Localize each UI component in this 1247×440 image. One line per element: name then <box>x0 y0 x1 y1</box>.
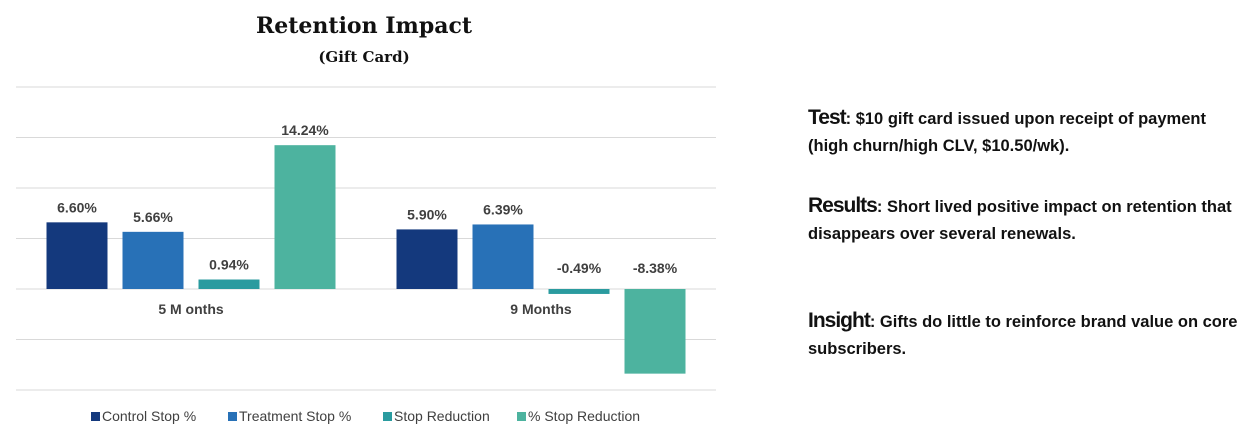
legend: Control Stop % Treatment Stop % Stop Reduc… <box>91 408 640 424</box>
note-insight-body: Gifts do little to reinforce brand value… <box>808 313 1238 358</box>
bar <box>122 231 184 289</box>
data-labels: 6.60% 5.66% 0.94% 14.24% 5.90% 6.39% -0.49% -8.… <box>57 122 678 276</box>
data-label: -0.49% <box>557 260 602 276</box>
chart-subtitle: (Gift Card) <box>318 48 409 66</box>
note-results-body: Short lived positive impact on retention… <box>808 198 1232 243</box>
bar <box>46 222 108 289</box>
legend-label: Control Stop % <box>102 408 196 424</box>
note-insight-heading: Insight <box>808 309 871 332</box>
note-test-body: $10 gift card issued upon receipt of pay… <box>808 110 1206 155</box>
note-insight-colon: : <box>869 313 876 331</box>
bars <box>46 145 686 374</box>
data-label: 5.90% <box>407 206 447 222</box>
bar <box>198 279 260 289</box>
bar <box>396 229 458 289</box>
data-label: -8.38% <box>633 260 678 276</box>
bar <box>548 289 610 294</box>
bar <box>274 145 336 289</box>
data-label: 6.60% <box>57 199 97 215</box>
legend-label: Stop Reduction <box>394 408 490 424</box>
category-label: 5 M onths <box>158 301 224 317</box>
note-results-colon: : <box>876 198 883 216</box>
legend-label: Treatment Stop % <box>239 408 351 424</box>
note-test-heading: Test <box>808 106 847 129</box>
legend-swatch <box>383 412 392 421</box>
data-label: 0.94% <box>209 257 249 273</box>
note-results: Results: Short lived positive impact on … <box>808 192 1238 248</box>
legend-label: % Stop Reduction <box>528 408 640 424</box>
chart: Retention Impact (Gift Card) 6.60% 5.66% 0… <box>16 13 716 424</box>
note-test-colon: : <box>845 110 852 128</box>
bar <box>624 289 686 374</box>
note-test: Test: $10 gift card issued upon receipt … <box>808 104 1238 160</box>
bar <box>472 224 534 289</box>
category-label: 9 Months <box>510 301 572 317</box>
note-insight: Insight: Gifts do little to reinforce br… <box>808 307 1238 363</box>
legend-swatch <box>228 412 237 421</box>
legend-swatch <box>517 412 526 421</box>
category-labels: 5 M onths 9 Months <box>158 301 572 317</box>
legend-swatch <box>91 412 100 421</box>
chart-title: Retention Impact <box>256 13 473 39</box>
data-label: 14.24% <box>281 122 329 138</box>
data-label: 6.39% <box>483 201 523 217</box>
note-results-heading: Results <box>808 194 878 217</box>
gridlines <box>16 86 716 391</box>
data-label: 5.66% <box>133 209 173 225</box>
